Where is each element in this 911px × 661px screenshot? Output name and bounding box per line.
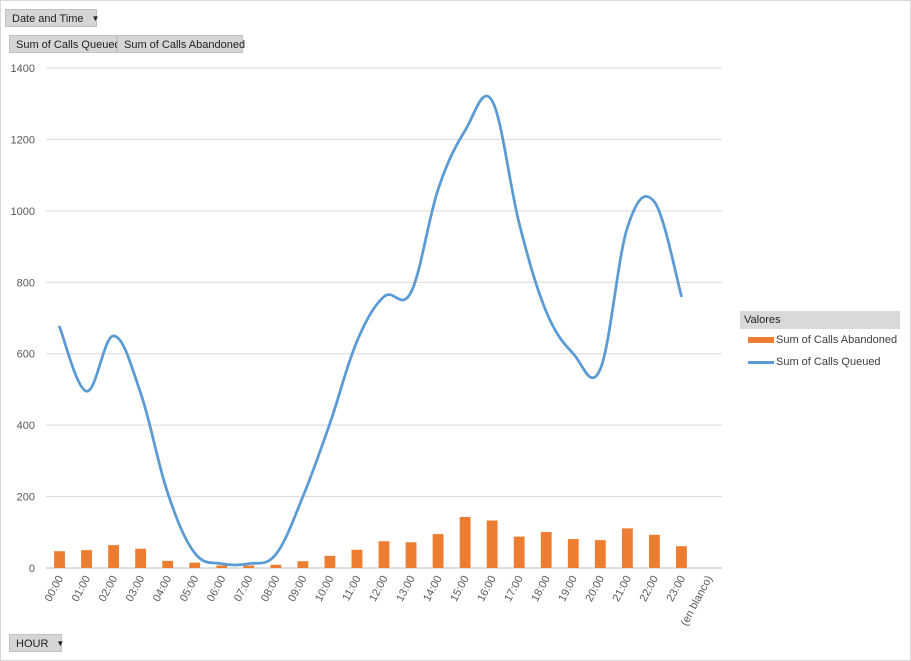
bar-calls-abandoned — [594, 540, 606, 568]
bar-calls-abandoned — [216, 565, 228, 568]
bar-calls-abandoned — [243, 565, 255, 568]
x-tick-label: 06:00 — [205, 574, 229, 604]
hour-axis-field-label: HOUR — [16, 638, 49, 650]
x-tick-label: 03:00 — [124, 574, 148, 604]
date-and-time-filter-label: Date and Time — [12, 13, 84, 25]
bar-calls-abandoned — [621, 528, 633, 568]
y-tick-label: 600 — [17, 349, 35, 361]
legend-title: Valores — [740, 311, 900, 329]
y-tick-label: 0 — [29, 563, 35, 575]
value-field-calls-abandoned-label: Sum of Calls Abandoned — [124, 39, 246, 51]
x-tick-label: 11:00 — [340, 574, 363, 603]
x-tick-label: 07:00 — [232, 574, 256, 604]
y-tick-label: 200 — [17, 492, 35, 504]
y-tick-label: 1000 — [11, 206, 35, 218]
bar-calls-abandoned — [162, 560, 174, 568]
x-tick-label: 00:00 — [43, 574, 67, 604]
bar-calls-abandoned — [54, 551, 65, 568]
x-tick-label: 23:00 — [665, 574, 689, 604]
legend-swatch-queued — [748, 361, 774, 364]
value-field-calls-abandoned[interactable]: Sum of Calls Abandoned — [117, 35, 246, 53]
bar-calls-abandoned — [351, 549, 363, 568]
x-tick-label: 02:00 — [97, 574, 121, 604]
date-and-time-filter-button[interactable]: Date and Time ▼ — [5, 9, 100, 27]
chevron-down-icon[interactable]: ▼ — [91, 14, 100, 23]
bar-calls-abandoned — [513, 536, 525, 568]
bar-calls-abandoned — [459, 516, 471, 568]
bar-calls-abandoned — [648, 534, 660, 568]
bar-calls-abandoned — [297, 561, 309, 568]
legend-swatch-abandoned — [748, 337, 774, 343]
y-tick-label: 800 — [17, 277, 35, 289]
bar-calls-abandoned — [486, 520, 498, 568]
x-tick-label: 08:00 — [259, 574, 283, 604]
bar-calls-abandoned — [432, 534, 444, 568]
y-tick-label: 400 — [17, 420, 35, 432]
bar-calls-abandoned — [108, 545, 120, 568]
x-tick-label: 05:00 — [178, 574, 202, 604]
x-tick-label: 22:00 — [638, 574, 662, 604]
chevron-down-icon[interactable]: ▼ — [56, 639, 65, 648]
legend-item-abandoned: Sum of Calls Abandoned — [740, 329, 900, 351]
bar-calls-abandoned — [676, 546, 687, 568]
legend-label-abandoned: Sum of Calls Abandoned — [776, 334, 898, 346]
x-tick-label: 01:00 — [70, 574, 94, 604]
x-tick-label: 17:00 — [502, 574, 526, 604]
bar-calls-abandoned — [324, 555, 336, 568]
legend: Valores Sum of Calls Abandoned Sum of Ca… — [740, 311, 900, 373]
bar-calls-abandoned — [567, 539, 579, 568]
line-calls-queued — [58, 94, 683, 567]
value-field-calls-queued[interactable]: Sum of Calls Queued — [9, 35, 121, 53]
x-tick-label: 04:00 — [151, 574, 175, 604]
x-tick-label: 14:00 — [421, 574, 445, 604]
hour-axis-field-button[interactable]: HOUR ▼ — [9, 634, 65, 652]
legend-item-queued: Sum of Calls Queued — [740, 351, 900, 373]
bar-calls-abandoned — [135, 548, 147, 568]
y-tick-label: 1400 — [11, 63, 35, 75]
bar-calls-abandoned — [270, 564, 282, 568]
bar-calls-abandoned — [405, 542, 417, 568]
bar-calls-abandoned — [81, 550, 92, 568]
x-tick-label: 19:00 — [556, 574, 580, 604]
bar-calls-abandoned — [378, 541, 390, 568]
x-tick-label: 12:00 — [367, 574, 391, 604]
value-field-calls-queued-label: Sum of Calls Queued — [16, 39, 121, 51]
x-tick-label: 09:00 — [286, 574, 310, 604]
x-tick-label: 21:00 — [610, 574, 634, 604]
y-tick-label: 1200 — [11, 134, 35, 146]
x-tick-label: 20:00 — [583, 574, 607, 604]
bar-calls-abandoned — [540, 531, 552, 568]
bar-calls-abandoned — [189, 562, 201, 568]
legend-label-queued: Sum of Calls Queued — [776, 356, 881, 368]
x-tick-label: 16:00 — [475, 574, 499, 604]
x-tick-label: 15:00 — [448, 574, 472, 604]
x-tick-label: 10:00 — [313, 574, 337, 604]
x-tick-label: 13:00 — [394, 574, 418, 604]
x-tick-label: 18:00 — [529, 574, 553, 604]
